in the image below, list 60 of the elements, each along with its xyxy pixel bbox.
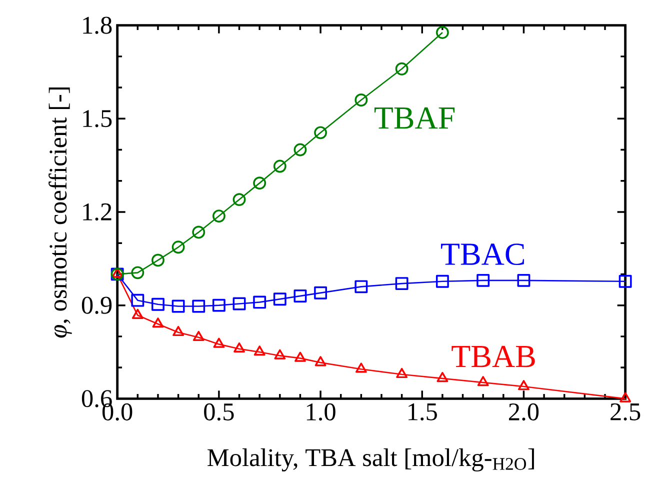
x-tick-label: 1.0 bbox=[306, 403, 336, 421]
point bbox=[152, 254, 164, 267]
point bbox=[172, 326, 184, 336]
point bbox=[618, 274, 632, 288]
x-tick-label: 2.0 bbox=[509, 403, 539, 421]
point bbox=[436, 372, 448, 382]
point bbox=[274, 349, 286, 360]
point bbox=[620, 392, 632, 402]
series-label: TBAF bbox=[374, 107, 455, 129]
point bbox=[152, 318, 164, 328]
point bbox=[131, 294, 144, 307]
point bbox=[354, 94, 368, 106]
point bbox=[253, 176, 266, 190]
x-tick-label: 2.5 bbox=[610, 403, 640, 420]
point bbox=[314, 356, 326, 366]
y-axis-title: φ, osmotic coefficient [-] bbox=[48, 88, 72, 338]
point bbox=[112, 268, 124, 278]
point bbox=[436, 274, 449, 288]
point bbox=[234, 342, 245, 353]
x-axis-title: Molality, TBA salt [mol/kg-$_{H2O}$] bbox=[208, 448, 534, 472]
point bbox=[517, 274, 530, 287]
point bbox=[314, 286, 328, 300]
point bbox=[212, 298, 226, 312]
series-label: TBAC bbox=[441, 244, 524, 266]
point bbox=[436, 26, 449, 39]
point bbox=[476, 274, 490, 287]
point bbox=[213, 338, 225, 348]
point bbox=[395, 277, 408, 290]
point bbox=[354, 280, 368, 294]
series-label: TBAB bbox=[452, 346, 535, 368]
y-tick-label: 1.5 bbox=[83, 110, 112, 128]
x-tick-label: 0.5 bbox=[204, 403, 234, 421]
point bbox=[477, 376, 489, 386]
point bbox=[212, 210, 226, 223]
point bbox=[314, 126, 328, 140]
point bbox=[172, 300, 185, 313]
point bbox=[273, 292, 286, 306]
point bbox=[294, 290, 307, 302]
point bbox=[131, 266, 144, 280]
y-tick-label: 1.8 bbox=[83, 16, 112, 34]
point bbox=[192, 300, 206, 313]
point bbox=[132, 308, 144, 319]
point bbox=[294, 143, 307, 156]
y-tick-label: 1.2 bbox=[83, 203, 112, 221]
point bbox=[232, 193, 246, 206]
y-tick-label: 0.9 bbox=[82, 296, 112, 314]
point bbox=[192, 226, 206, 239]
point bbox=[355, 362, 367, 373]
point bbox=[294, 352, 306, 362]
point bbox=[152, 298, 164, 311]
point bbox=[253, 296, 266, 309]
point bbox=[518, 380, 530, 390]
point bbox=[254, 346, 266, 356]
point bbox=[396, 368, 408, 378]
point bbox=[273, 160, 286, 173]
point bbox=[232, 297, 246, 310]
point bbox=[192, 330, 204, 342]
point bbox=[172, 240, 185, 254]
point bbox=[395, 62, 408, 76]
x-tick-label: 1.5 bbox=[408, 403, 437, 420]
